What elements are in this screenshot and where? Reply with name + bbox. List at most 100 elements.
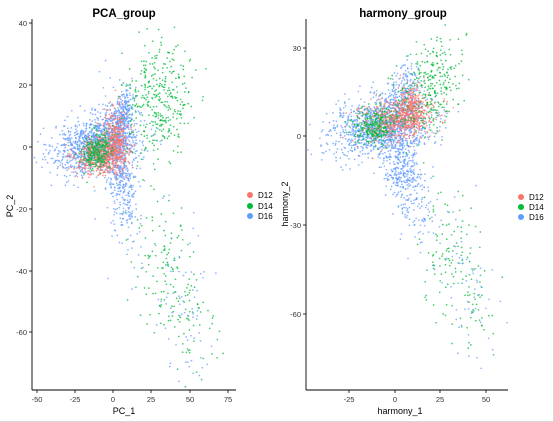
point-d16 — [127, 115, 129, 118]
point-d12 — [114, 115, 117, 118]
point-d16 — [94, 113, 97, 116]
point-d12 — [121, 130, 123, 133]
point-d16 — [76, 132, 79, 135]
point-d16 — [68, 160, 71, 163]
point-d14 — [156, 266, 159, 269]
point-d14 — [183, 82, 186, 85]
point-d16 — [344, 105, 347, 107]
point-d16 — [358, 104, 361, 107]
point-d16 — [126, 174, 128, 177]
point-d16 — [369, 112, 372, 115]
point-d16 — [119, 176, 121, 179]
point-d14 — [94, 146, 97, 149]
point-d14 — [140, 72, 142, 75]
point-d14 — [169, 60, 171, 63]
point-d16 — [114, 177, 117, 180]
point-d16 — [59, 164, 62, 166]
point-d16 — [122, 185, 124, 188]
point-d16 — [182, 300, 185, 302]
point-d16 — [413, 153, 416, 156]
point-d14 — [161, 79, 164, 82]
point-d12 — [113, 107, 116, 109]
point-d16 — [336, 148, 339, 150]
point-d14 — [98, 136, 101, 138]
point-d14 — [160, 125, 162, 127]
point-d12 — [109, 158, 112, 161]
point-d12 — [78, 166, 80, 169]
point-d14 — [153, 111, 156, 114]
point-d16 — [94, 109, 97, 111]
point-d16 — [134, 150, 137, 153]
point-d16 — [124, 132, 127, 134]
point-d14 — [95, 152, 98, 154]
point-d16 — [192, 316, 194, 319]
point-d12 — [96, 122, 99, 125]
point-d16 — [388, 145, 390, 148]
point-d14 — [104, 156, 106, 158]
point-d14 — [172, 286, 175, 288]
point-d16 — [132, 176, 135, 179]
point-d16 — [125, 90, 127, 93]
point-d16 — [43, 143, 45, 146]
point-d16 — [394, 168, 397, 171]
point-d16 — [381, 152, 384, 155]
point-d16 — [178, 295, 180, 297]
point-d12 — [76, 175, 79, 178]
point-d14 — [81, 148, 83, 151]
point-d12 — [130, 128, 133, 131]
point-d16 — [127, 121, 130, 123]
point-d16 — [431, 131, 434, 133]
point-d14 — [162, 290, 165, 293]
point-d16 — [82, 122, 85, 125]
point-d14 — [154, 57, 156, 60]
point-d16 — [421, 241, 423, 244]
point-d16 — [386, 172, 389, 175]
point-d16 — [370, 144, 373, 147]
point-d12 — [82, 155, 84, 158]
point-d12 — [115, 166, 118, 169]
point-d14 — [188, 291, 191, 294]
point-d16 — [130, 114, 133, 116]
point-d12 — [122, 118, 124, 121]
point-d14 — [152, 114, 155, 117]
point-d16 — [197, 234, 200, 237]
point-d16 — [418, 140, 421, 143]
point-d14 — [163, 229, 165, 232]
point-d16 — [119, 212, 121, 215]
point-d14 — [83, 152, 86, 155]
point-d16 — [78, 136, 81, 139]
point-d16 — [337, 99, 340, 102]
point-d16 — [135, 122, 138, 125]
point-d14 — [171, 70, 174, 73]
point-d16 — [184, 271, 187, 274]
point-d12 — [116, 137, 118, 140]
point-d16 — [400, 233, 403, 235]
point-d14 — [152, 124, 154, 127]
point-d14 — [144, 84, 147, 87]
point-d16 — [132, 195, 135, 198]
point-d12 — [112, 130, 115, 133]
point-d12 — [116, 155, 118, 158]
point-d16 — [129, 234, 132, 237]
point-d14 — [158, 92, 161, 94]
point-d14 — [98, 146, 100, 149]
point-d12 — [103, 170, 106, 173]
point-d16 — [64, 146, 67, 149]
point-d12 — [108, 164, 111, 167]
point-d16 — [413, 149, 416, 152]
point-d16 — [120, 224, 123, 226]
point-d14 — [128, 68, 131, 70]
point-d14 — [133, 97, 136, 100]
point-d14 — [188, 329, 191, 331]
point-d16 — [143, 179, 146, 182]
point-d14 — [120, 117, 123, 119]
point-d14 — [78, 160, 81, 163]
point-d16 — [78, 143, 81, 146]
point-d16 — [121, 171, 124, 173]
point-d16 — [126, 105, 129, 108]
point-d16 — [117, 183, 120, 186]
point-d16 — [377, 107, 380, 110]
point-d16 — [120, 98, 122, 101]
point-d16 — [122, 212, 125, 214]
point-d16 — [110, 177, 112, 180]
